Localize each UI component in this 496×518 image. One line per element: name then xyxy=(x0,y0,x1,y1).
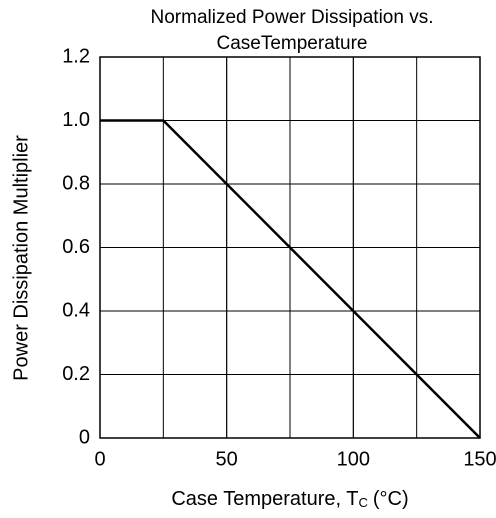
data-line xyxy=(100,119,481,439)
x-tick-label: 150 xyxy=(463,448,496,470)
x-tick-label: 50 xyxy=(216,448,238,470)
x-axis-label-subscript: C xyxy=(358,495,367,510)
chart-title: CaseTemperature xyxy=(216,33,367,54)
chart-title: Normalized Power Dissipation vs. xyxy=(151,7,434,28)
y-tick-label: 0.8 xyxy=(62,172,90,194)
y-tick-label: 1.0 xyxy=(62,109,90,131)
x-axis-label: Case Temperature, TC (°C) xyxy=(171,488,408,510)
x-axis-label-unit: (°C) xyxy=(373,488,409,510)
y-axis-label: Power Dissipation Multiplier xyxy=(10,135,32,381)
x-tick-label: 0 xyxy=(94,448,105,470)
plot-frame xyxy=(99,56,481,439)
y-tick-label: 0.2 xyxy=(62,363,90,385)
x-axis-label-text: Case Temperature, T xyxy=(171,488,358,510)
y-tick-label: 1.2 xyxy=(62,45,90,67)
x-tick-label: 100 xyxy=(337,448,370,470)
y-tick-label: 0 xyxy=(79,426,90,448)
y-tick-label: 0.6 xyxy=(62,236,90,258)
y-tick-label: 0.4 xyxy=(62,299,90,321)
